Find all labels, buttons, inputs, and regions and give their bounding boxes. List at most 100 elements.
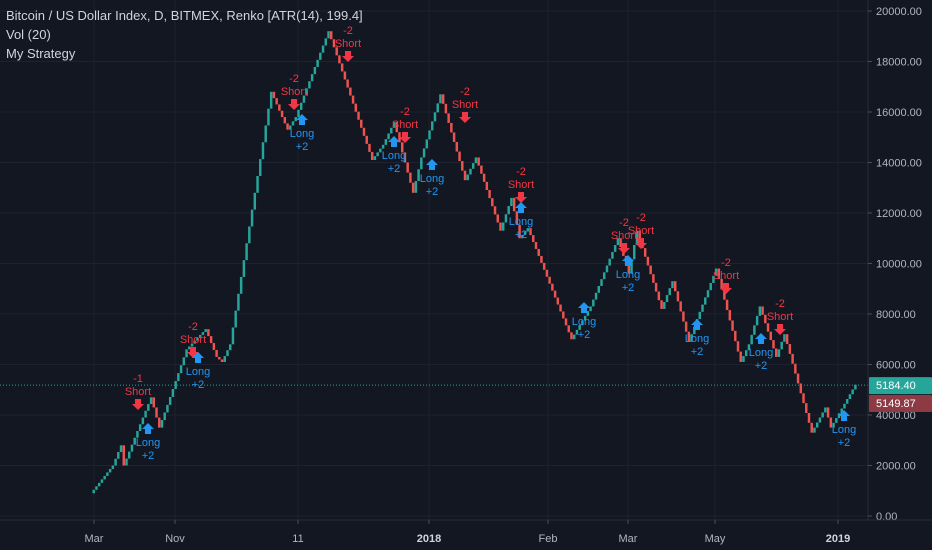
renko-brick <box>439 94 442 104</box>
short-signal-value: -2 <box>460 86 470 98</box>
price-tick-label: 16000.00 <box>876 107 922 119</box>
renko-brick <box>308 81 311 89</box>
long-signal[interactable]: Long+2 <box>420 159 444 198</box>
renko-brick <box>422 148 426 158</box>
renko-brick <box>324 38 328 46</box>
price-tick-label: 18000.00 <box>876 57 922 69</box>
short-signal-label: Short <box>281 86 307 98</box>
legend-strategy[interactable]: My Strategy <box>6 46 76 61</box>
long-signal[interactable]: Long+2 <box>509 202 533 241</box>
renko-brick <box>360 119 363 128</box>
long-signal-value: +2 <box>296 141 309 153</box>
renko-brick <box>411 182 415 193</box>
long-signal-value: +2 <box>426 186 439 198</box>
time-tick-label: Feb <box>539 533 558 545</box>
short-signal-value: -2 <box>619 217 629 229</box>
long-signal[interactable]: Long+2 <box>382 136 406 175</box>
renko-brick <box>239 276 243 294</box>
renko-brick <box>693 326 696 335</box>
price-label-text: 5149.87 <box>876 398 916 410</box>
renko-brick <box>673 281 677 292</box>
long-signal[interactable]: Long+2 <box>832 410 856 449</box>
long-signal[interactable]: Long+2 <box>136 423 160 462</box>
price-label-box <box>869 394 932 412</box>
long-signal-label: Long <box>572 316 596 328</box>
legend-volume-indicator[interactable]: Vol (20) <box>6 27 51 42</box>
renko-brick <box>166 404 169 413</box>
renko-brick <box>493 206 497 215</box>
renko-brick <box>223 356 226 362</box>
renko-brick <box>723 289 726 300</box>
renko-brick <box>327 31 330 39</box>
renko-brick <box>679 301 682 312</box>
renko-brick <box>272 91 276 99</box>
renko-brick <box>291 121 295 126</box>
renko-brick <box>469 168 472 175</box>
price-tick-label: 6000.00 <box>876 360 916 372</box>
short-signal-label: Short <box>180 334 206 346</box>
renko-brick <box>138 424 142 431</box>
renko-brick <box>826 407 830 418</box>
long-signal[interactable]: Long+2 <box>685 319 709 358</box>
renko-brick <box>414 181 418 193</box>
renko-brick <box>376 152 379 157</box>
renko-brick <box>734 330 737 342</box>
renko-brick <box>168 396 172 405</box>
arrow-up-icon <box>578 302 590 313</box>
long-signal[interactable]: Long+2 <box>572 302 596 341</box>
renko-brick <box>794 363 797 374</box>
renko-brick <box>663 302 666 309</box>
renko-brick <box>783 334 786 342</box>
arrow-up-icon <box>622 255 634 266</box>
price-label-box <box>869 377 932 395</box>
renko-brick <box>471 163 475 169</box>
renko-brick <box>764 314 767 324</box>
price-tick-label: 12000.00 <box>876 208 922 220</box>
last-price-label[interactable]: 5184.40 <box>869 377 932 395</box>
time-tick-label: Nov <box>165 533 185 545</box>
renko-brick <box>753 325 756 335</box>
renko-brick <box>354 103 358 112</box>
renko-brick <box>785 334 789 345</box>
price-tick-label: 2000.00 <box>876 461 916 473</box>
renko-brick <box>704 297 707 305</box>
renko-brick <box>201 332 205 335</box>
long-signal[interactable]: Long+2 <box>749 333 773 372</box>
renko-brick <box>491 198 494 207</box>
renko-brick <box>613 245 617 252</box>
long-signal-label: Long <box>749 347 773 359</box>
strategy-price-label[interactable]: 5149.87 <box>869 394 932 412</box>
renko-brick <box>832 422 835 428</box>
long-signal[interactable]: Long+2 <box>186 352 210 391</box>
renko-brick <box>177 373 180 382</box>
renko-brick <box>507 206 510 215</box>
renko-brick <box>796 373 800 384</box>
renko-brick <box>769 331 772 341</box>
legend-symbol-title[interactable]: Bitcoin / US Dollar Index, D, BITMEX, Re… <box>6 8 363 23</box>
long-signal-value: +2 <box>691 346 704 358</box>
renko-brick <box>665 295 669 303</box>
renko-brick <box>510 197 513 207</box>
renko-brick <box>643 248 647 257</box>
arrow-down-icon <box>618 243 630 254</box>
renko-brick <box>163 412 166 421</box>
renko-brick <box>515 211 519 225</box>
long-signal[interactable]: Long+2 <box>616 255 640 294</box>
renko-brick <box>160 420 164 428</box>
short-signal-label: Short <box>335 38 361 50</box>
long-signal[interactable]: Long+2 <box>290 114 314 153</box>
renko-brick <box>431 121 434 131</box>
renko-brick <box>570 332 573 340</box>
